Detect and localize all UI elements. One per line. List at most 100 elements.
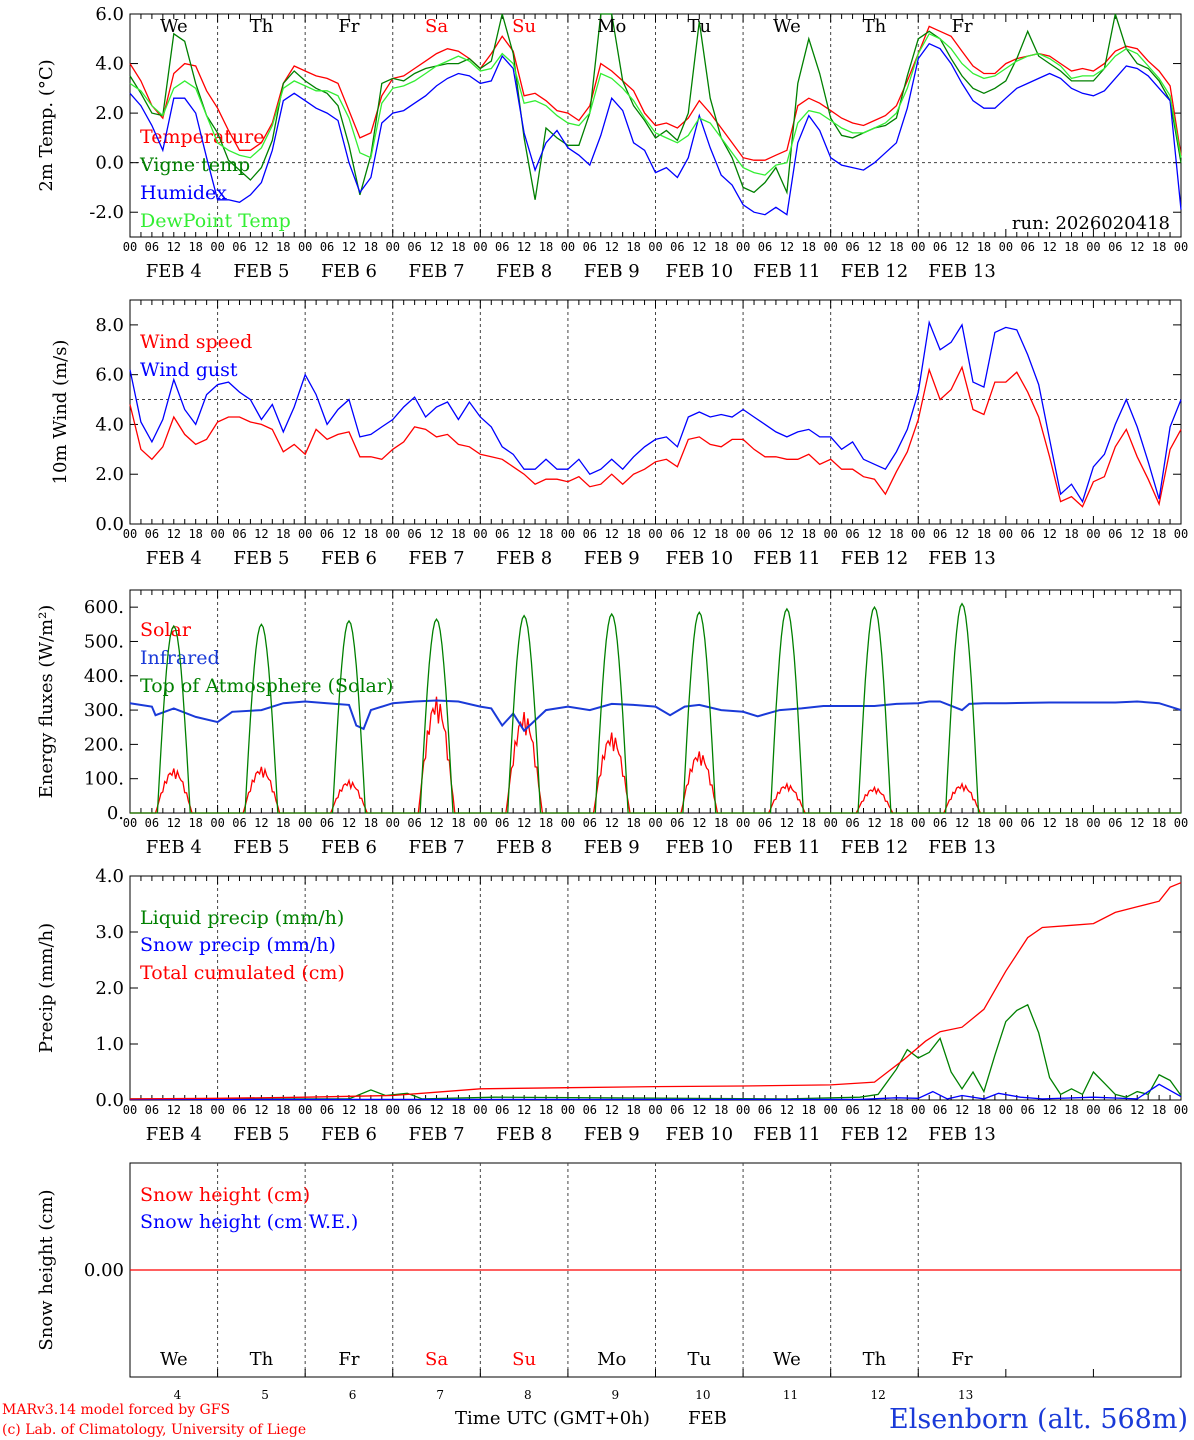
y-tick-label: 2.0	[95, 464, 124, 485]
hour-label: 06	[320, 527, 334, 541]
series-line	[130, 602, 1181, 814]
hour-label: 12	[867, 1103, 881, 1117]
hour-label: 06	[145, 816, 159, 830]
hour-label: 00	[736, 1103, 750, 1117]
hour-label: 00	[911, 240, 925, 254]
hour-label: 00	[210, 816, 224, 830]
hour-label: 12	[1130, 1103, 1144, 1117]
hour-label: 12	[692, 240, 706, 254]
date-label: FEB 6	[321, 1124, 377, 1145]
hour-label: 12	[254, 240, 268, 254]
hour-label: 12	[780, 527, 794, 541]
hour-label: 00	[210, 1103, 224, 1117]
hour-label: 18	[802, 1103, 816, 1117]
weekday-label: Mo	[597, 1349, 626, 1370]
hour-label: 00	[386, 1103, 400, 1117]
time-axis-label: Time UTC (GMT+0h)	[455, 1408, 650, 1429]
hour-label: 12	[692, 1103, 706, 1117]
weekday-label: We	[160, 16, 188, 37]
hour-label: 12	[867, 816, 881, 830]
legend-entry: Vigne temp	[139, 154, 250, 176]
date-label: FEB 4	[146, 261, 202, 282]
hour-label: 00	[736, 240, 750, 254]
hour-label: 06	[758, 527, 772, 541]
hour-label: 12	[254, 816, 268, 830]
hour-label: 00	[298, 527, 312, 541]
date-label: FEB 11	[753, 261, 820, 282]
hour-label: 06	[407, 816, 421, 830]
day-number-label: 7	[436, 1388, 444, 1402]
y-tick-label: 200.	[84, 734, 124, 755]
hour-label: 00	[648, 527, 662, 541]
hour-label: 00	[298, 816, 312, 830]
date-label: FEB 10	[666, 548, 733, 569]
y-tick-label: 0.0	[95, 1090, 124, 1111]
hour-label: 18	[1064, 1103, 1078, 1117]
hour-label: 18	[714, 816, 728, 830]
hour-label: 12	[867, 240, 881, 254]
weekday-label: Th	[250, 1349, 274, 1370]
hour-label: 06	[495, 1103, 509, 1117]
hour-label: 18	[626, 1103, 640, 1117]
hour-label: 06	[320, 240, 334, 254]
hour-label: 00	[1174, 527, 1188, 541]
hour-label: 00	[911, 527, 925, 541]
hour-label: 00	[386, 816, 400, 830]
date-label: FEB 9	[584, 1124, 640, 1145]
date-label: FEB 6	[321, 548, 377, 569]
hour-label: 12	[342, 527, 356, 541]
date-label: FEB 7	[409, 1124, 465, 1145]
hour-label: 18	[626, 240, 640, 254]
hour-label: 12	[955, 240, 969, 254]
hour-label: 00	[561, 527, 575, 541]
hour-label: 06	[1021, 240, 1035, 254]
hour-label: 18	[977, 240, 991, 254]
hour-label: 06	[670, 527, 684, 541]
hour-label: 00	[1086, 816, 1100, 830]
hour-label: 06	[145, 240, 159, 254]
hour-label: 18	[276, 1103, 290, 1117]
legend-entry: Wind speed	[140, 331, 252, 353]
weekday-label: Sa	[425, 1349, 448, 1370]
hour-label: 18	[802, 816, 816, 830]
hour-label: 00	[298, 240, 312, 254]
y-tick-label: 2.0	[95, 103, 124, 124]
hour-label: 06	[232, 240, 246, 254]
hour-label: 00	[1086, 527, 1100, 541]
hour-label: 12	[780, 240, 794, 254]
y-tick-label: 4.0	[95, 414, 124, 435]
hour-label: 06	[1021, 816, 1035, 830]
hour-label: 00	[473, 527, 487, 541]
hour-label: 06	[583, 240, 597, 254]
hour-label: 18	[188, 240, 202, 254]
hour-label: 06	[1108, 240, 1122, 254]
y-tick-label: 0.0	[95, 514, 124, 535]
hour-label: 00	[736, 527, 750, 541]
hour-label: 00	[123, 240, 137, 254]
date-label: FEB 6	[321, 837, 377, 858]
day-number-label: 13	[958, 1388, 973, 1402]
date-label: FEB 9	[584, 261, 640, 282]
day-number-label: 11	[783, 1388, 798, 1402]
hour-label: 06	[145, 527, 159, 541]
hour-label: 18	[626, 527, 640, 541]
hour-label: 00	[123, 527, 137, 541]
hour-label: 18	[802, 240, 816, 254]
legend-entry: Humidex	[140, 182, 227, 204]
hour-label: 12	[955, 816, 969, 830]
hour-label: 00	[823, 816, 837, 830]
hour-label: 06	[407, 240, 421, 254]
hour-label: 00	[999, 240, 1013, 254]
y-tick-label: 300.	[84, 700, 124, 721]
hour-label: 12	[1130, 816, 1144, 830]
hour-label: 06	[670, 816, 684, 830]
hour-label: 06	[320, 1103, 334, 1117]
weekday-label: We	[773, 16, 801, 37]
hour-label: 12	[604, 1103, 618, 1117]
hour-label: 18	[714, 527, 728, 541]
hour-label: 18	[364, 816, 378, 830]
hour-label: 18	[188, 527, 202, 541]
date-label: FEB 8	[496, 261, 552, 282]
hour-label: 18	[1064, 816, 1078, 830]
date-label: FEB 13	[928, 261, 995, 282]
